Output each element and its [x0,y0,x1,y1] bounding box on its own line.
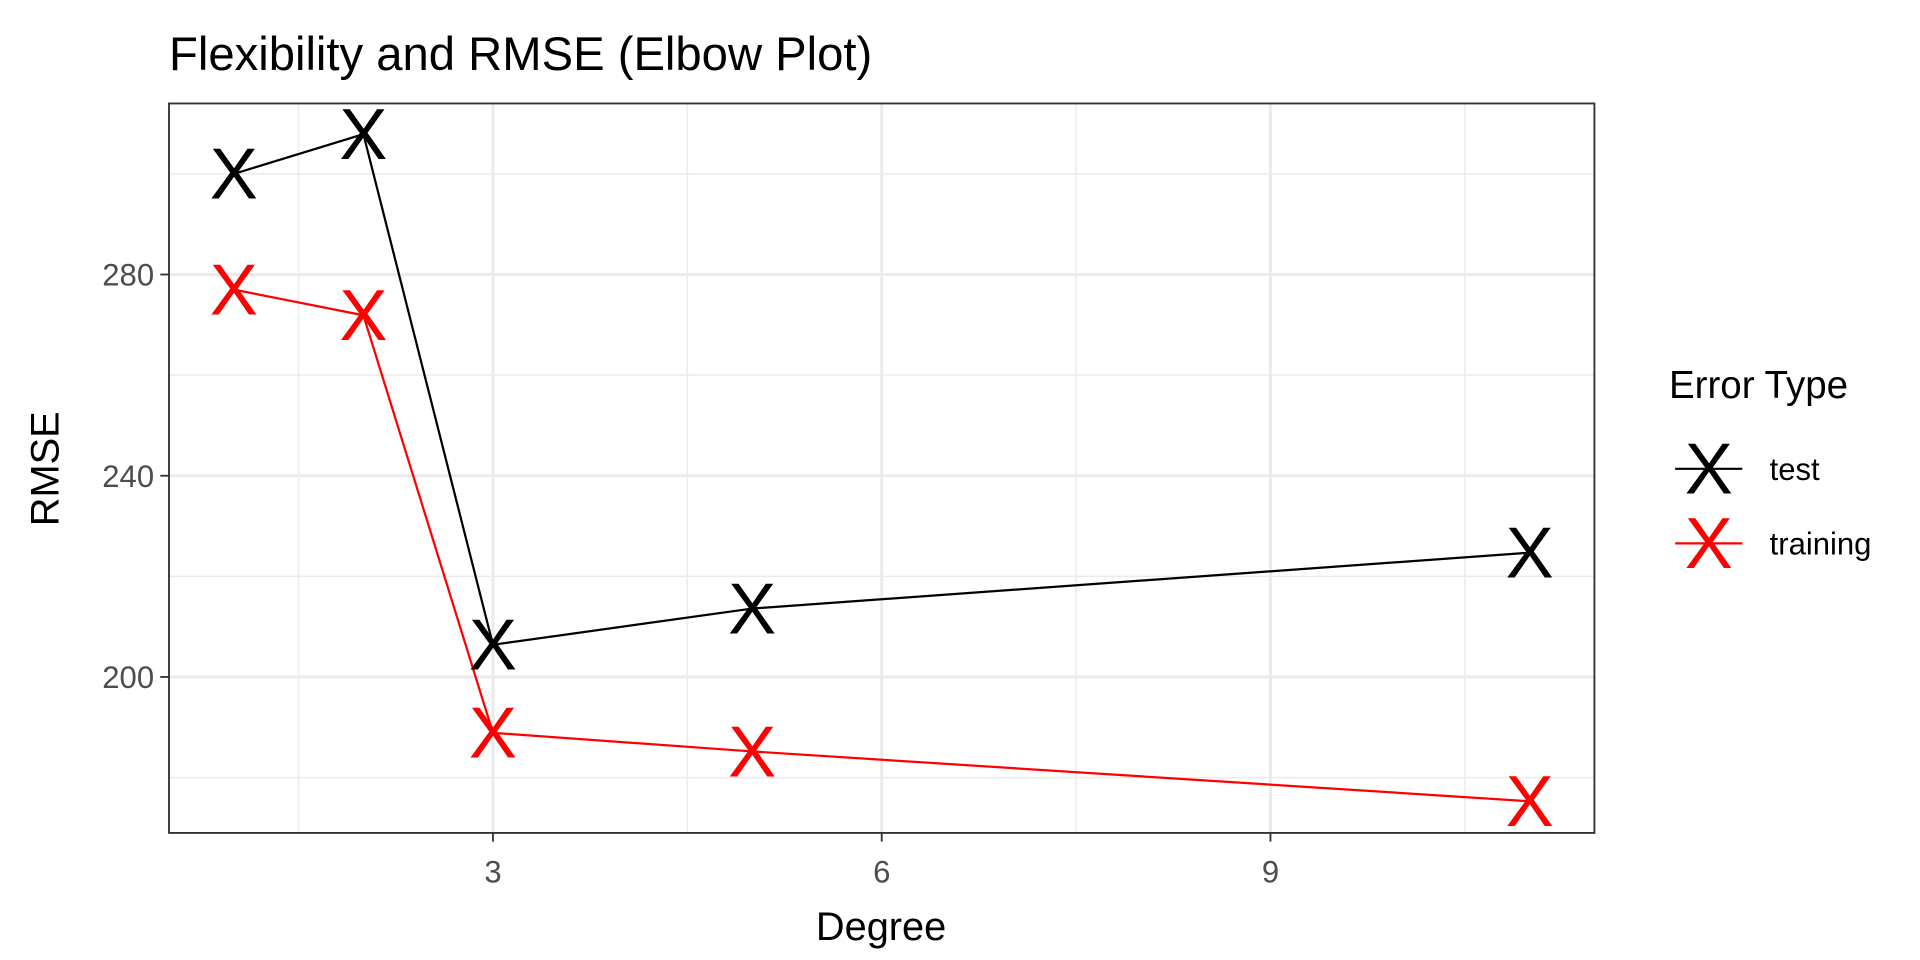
data-point-training: X [728,712,776,792]
data-point-test: X [469,606,517,686]
legend-title: Error Type [1669,364,1848,407]
data-point-test: X [210,135,258,215]
x-tick-label: 6 [873,855,890,890]
data-point-training: X [210,250,258,330]
legend-key-marker-training: X [1685,504,1733,584]
data-point-test: X [728,569,776,649]
data-point-test: X [339,95,387,175]
axes: 3 6 9 200 240 280 [102,258,1279,890]
x-axis-label: Degree [816,905,946,949]
data-point-training: X [469,694,517,774]
series-line-training [233,288,1530,803]
legend-label-training: training [1770,527,1872,562]
chart-title: Flexibility and RMSE (Elbow Plot) [169,28,872,81]
y-tick-label: 200 [102,660,154,695]
data-point-test: X [1506,514,1554,594]
legend-label-test: test [1770,452,1820,487]
x-tick-label: 9 [1262,855,1279,890]
data-point-training: X [1506,762,1554,842]
grid [169,103,1595,833]
y-tick-label: 240 [102,459,154,494]
legend-key-marker-test: X [1685,430,1733,510]
y-axis-label: RMSE [23,411,67,526]
series-line-test [233,132,1530,647]
data-point-training: X [339,276,387,356]
x-tick-label: 3 [484,855,501,890]
y-tick-label: 280 [102,258,154,293]
series-layer: X XX XXX XX XX [210,95,1554,842]
